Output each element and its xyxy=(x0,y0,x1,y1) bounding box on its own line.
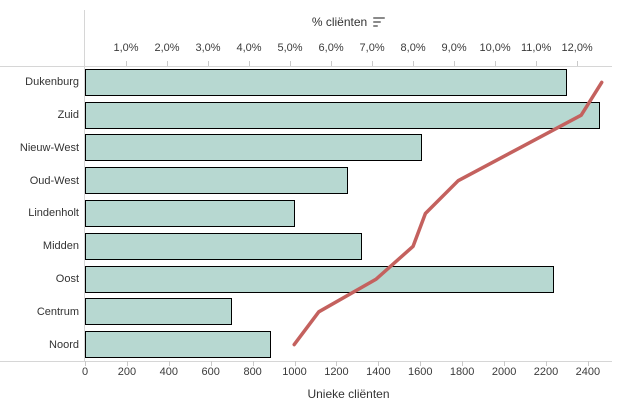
bottom-axis-tick-label: 800 xyxy=(243,366,262,378)
top-axis-tick-label: 12,0% xyxy=(561,42,593,54)
bar[interactable] xyxy=(85,101,601,129)
top-axis-tick-label: 10,0% xyxy=(479,42,511,54)
top-axis-tick xyxy=(536,61,538,66)
top-axis-tick xyxy=(331,61,333,66)
category-label: Lindenholt xyxy=(28,207,79,220)
bottom-axis-tick-label: 1000 xyxy=(282,366,307,378)
category-label: Midden xyxy=(42,240,79,253)
category-label: Nieuw-West xyxy=(19,141,79,154)
category-label: Oud-West xyxy=(29,174,79,187)
bottom-axis-line xyxy=(0,361,612,362)
bar[interactable] xyxy=(85,298,232,326)
bottom-axis-tick-label: 2400 xyxy=(575,366,601,378)
top-axis-tick xyxy=(167,61,169,66)
bar[interactable] xyxy=(85,331,272,359)
bottom-axis-tick-label: 1200 xyxy=(324,366,349,378)
top-axis-tick-label: 8,0% xyxy=(400,42,426,54)
bar[interactable] xyxy=(85,265,555,293)
sort-descending-icon[interactable] xyxy=(373,17,386,27)
top-axis-tick-label: 11,0% xyxy=(520,42,552,54)
top-axis-tick-label: 3,0% xyxy=(195,42,221,54)
bottom-axis-tick xyxy=(294,361,296,366)
bottom-axis-tick xyxy=(462,361,464,366)
top-axis-tick-label: 2,0% xyxy=(154,42,180,54)
category-label: Dukenburg xyxy=(25,76,79,89)
bottom-axis-tick-label: 2200 xyxy=(533,366,559,378)
top-axis-tick-label: 6,0% xyxy=(318,42,344,54)
category-label: Oost xyxy=(55,273,79,286)
top-axis-tick-label: 4,0% xyxy=(236,42,262,54)
bottom-axis-tick-label: 200 xyxy=(117,366,137,378)
bottom-axis-tick-label: 600 xyxy=(201,366,220,378)
bottom-axis-tick-label: 1400 xyxy=(366,366,391,378)
bar[interactable] xyxy=(85,200,295,227)
bar[interactable] xyxy=(85,167,348,195)
top-axis-tick xyxy=(413,61,415,66)
bottom-axis-tick-label: 1600 xyxy=(408,366,433,378)
top-axis-tick xyxy=(454,61,456,66)
top-axis-tick-label: 7,0% xyxy=(359,42,385,54)
top-axis-tick xyxy=(208,61,210,66)
bottom-axis-tick xyxy=(210,361,212,366)
category-axis-line xyxy=(84,10,85,361)
bar[interactable] xyxy=(85,232,362,260)
bottom-axis-tick xyxy=(587,361,589,366)
bottom-axis-title: Unieke cliënten xyxy=(307,387,390,401)
top-axis-tick xyxy=(249,61,251,66)
bottom-axis-tick xyxy=(545,361,547,366)
category-label: Zuid xyxy=(57,109,79,122)
top-axis-tick-label: 5,0% xyxy=(277,42,303,54)
bottom-axis-tick xyxy=(378,361,380,366)
bottom-axis-tick xyxy=(85,361,86,366)
top-axis-tick xyxy=(290,61,292,66)
category-label: Centrum xyxy=(36,305,79,318)
plot-top-border xyxy=(0,66,612,67)
bottom-axis-tick-label: 0 xyxy=(81,366,89,378)
bottom-axis-tick xyxy=(252,361,254,366)
top-axis-tick xyxy=(126,61,127,66)
top-axis-tick-label: 9,0% xyxy=(441,42,467,54)
bottom-axis-tick-label: 400 xyxy=(159,366,178,378)
bottom-axis-tick-label: 2000 xyxy=(491,366,517,378)
bottom-axis-tick xyxy=(504,361,506,366)
top-axis-tick xyxy=(372,61,374,66)
category-label: Noord xyxy=(49,338,79,351)
bar[interactable] xyxy=(85,134,423,162)
bar[interactable] xyxy=(85,68,567,96)
top-axis-tick xyxy=(577,61,579,66)
bottom-axis-tick xyxy=(420,361,422,366)
top-axis-tick-label: 1,0% xyxy=(113,42,139,54)
top-axis-tick xyxy=(495,61,497,66)
bottom-axis-tick-label: 1800 xyxy=(449,366,475,378)
bottom-axis-tick xyxy=(126,361,128,366)
bottom-axis-tick xyxy=(336,361,338,366)
top-axis-title: % cliënten xyxy=(311,15,368,29)
top-axis-title-group: % cliënten xyxy=(85,13,612,31)
bottom-axis-tick xyxy=(168,361,170,366)
